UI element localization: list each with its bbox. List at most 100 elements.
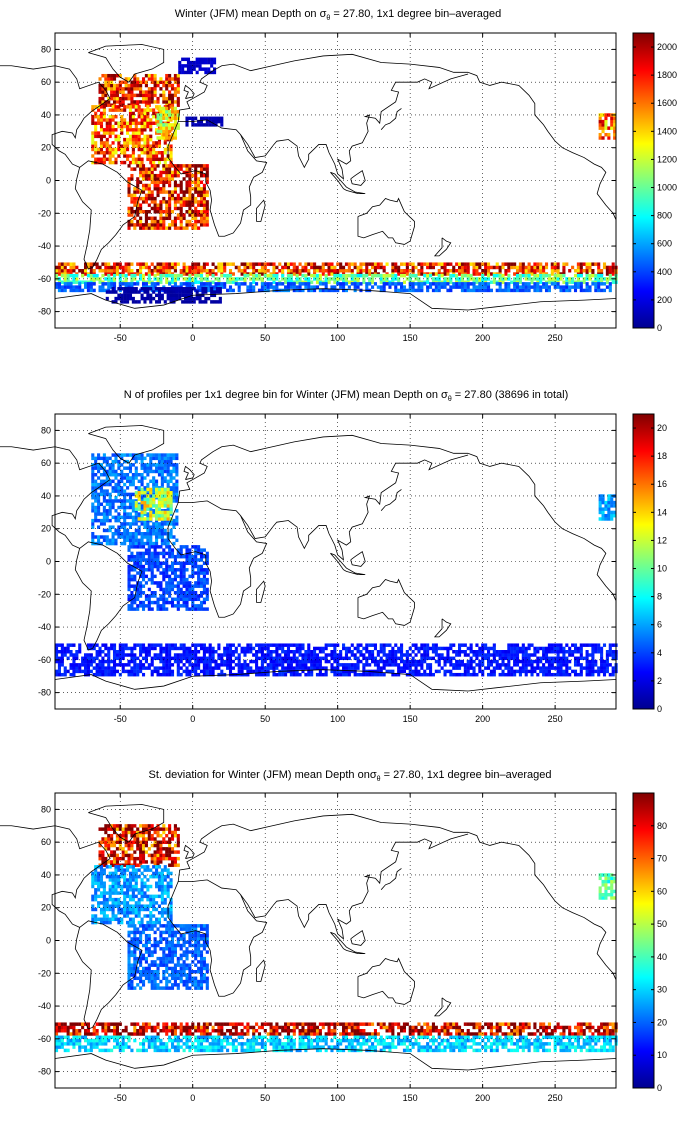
data-bin bbox=[385, 282, 389, 286]
data-bin bbox=[298, 269, 302, 273]
data-bin bbox=[518, 265, 522, 270]
data-bin bbox=[117, 141, 121, 145]
data-bin bbox=[102, 538, 106, 543]
data-bin bbox=[159, 113, 163, 117]
data-bin bbox=[205, 262, 209, 266]
data-bin bbox=[94, 141, 98, 145]
data-bin bbox=[117, 482, 121, 487]
data-bin bbox=[143, 137, 147, 142]
data-bin bbox=[97, 118, 101, 122]
data-bin bbox=[260, 262, 264, 266]
data-bin bbox=[210, 70, 214, 75]
data-bin bbox=[189, 290, 193, 294]
data-bin bbox=[185, 173, 189, 178]
data-bin bbox=[463, 643, 467, 647]
data-bin bbox=[170, 113, 175, 117]
data-bin bbox=[394, 288, 398, 293]
data-bin bbox=[162, 262, 166, 266]
data-bin bbox=[207, 57, 211, 62]
data-bin bbox=[153, 93, 157, 98]
data-bin bbox=[484, 288, 488, 293]
data-bin bbox=[533, 285, 537, 289]
data-bin bbox=[130, 591, 134, 595]
data-bin bbox=[504, 269, 508, 273]
data-bin bbox=[307, 277, 311, 281]
data-bin bbox=[562, 285, 566, 289]
data-bin bbox=[91, 479, 95, 484]
data-bin bbox=[143, 108, 147, 112]
data-bin bbox=[147, 177, 151, 181]
data-bin bbox=[434, 643, 438, 647]
data-bin bbox=[249, 277, 253, 281]
data-bin bbox=[202, 282, 206, 286]
data-bin bbox=[72, 285, 76, 289]
data-bin bbox=[315, 653, 320, 657]
data-bin bbox=[202, 669, 206, 674]
data-bin bbox=[385, 663, 389, 667]
data-bin bbox=[310, 650, 314, 654]
data-bin bbox=[252, 669, 256, 674]
data-bin bbox=[194, 280, 198, 284]
data-bin bbox=[143, 517, 147, 521]
data-bin bbox=[304, 666, 308, 670]
data-bin bbox=[202, 269, 206, 273]
data-bin bbox=[168, 77, 172, 81]
data-bin bbox=[191, 269, 195, 273]
data-bin bbox=[102, 105, 106, 109]
data-bin bbox=[172, 522, 176, 526]
data-bin bbox=[137, 507, 141, 511]
data-bin bbox=[159, 262, 163, 266]
data-bin bbox=[231, 659, 235, 664]
data-bin bbox=[315, 273, 320, 278]
data-bin bbox=[117, 528, 121, 533]
data-bin bbox=[169, 535, 173, 539]
data-bin bbox=[127, 226, 131, 230]
data-bin bbox=[156, 653, 160, 657]
data-bin bbox=[130, 646, 134, 651]
data-bin bbox=[140, 157, 144, 162]
data-bin bbox=[269, 659, 273, 664]
data-bin bbox=[121, 656, 125, 661]
data-bin bbox=[466, 653, 470, 657]
data-bin bbox=[126, 453, 130, 457]
data-bin bbox=[530, 272, 534, 276]
data-bin bbox=[170, 600, 175, 605]
data-bin bbox=[184, 296, 188, 301]
data-bin bbox=[194, 584, 198, 588]
data-bin bbox=[457, 285, 462, 289]
data-bin bbox=[188, 646, 192, 651]
data-bin bbox=[143, 507, 147, 511]
data-bin bbox=[126, 137, 130, 142]
data-bin bbox=[181, 290, 185, 294]
data-bin bbox=[202, 600, 206, 605]
data-bin bbox=[69, 663, 73, 667]
data-bin bbox=[191, 123, 195, 127]
data-bin bbox=[536, 269, 540, 273]
data-bin bbox=[137, 121, 141, 125]
data-bin bbox=[104, 73, 108, 78]
data-bin bbox=[162, 554, 166, 559]
data-bin bbox=[579, 288, 583, 293]
data-bin bbox=[388, 656, 392, 661]
data-bin bbox=[278, 262, 282, 266]
data-bin bbox=[107, 269, 111, 273]
data-bin bbox=[163, 532, 167, 536]
data-bin bbox=[173, 100, 177, 104]
data-bin bbox=[318, 288, 322, 293]
data-bin bbox=[162, 269, 166, 273]
data-bin bbox=[185, 568, 189, 572]
data-bin bbox=[137, 134, 141, 139]
data-bin bbox=[240, 269, 244, 273]
data-bin bbox=[108, 482, 112, 487]
data-bin bbox=[400, 653, 404, 657]
data-bin bbox=[342, 273, 346, 278]
data-bin bbox=[257, 269, 262, 273]
data-bin bbox=[152, 463, 156, 467]
data-bin bbox=[301, 659, 305, 664]
data-bin bbox=[298, 282, 302, 286]
data-bin bbox=[199, 558, 204, 562]
data-bin bbox=[536, 285, 540, 289]
data-bin bbox=[120, 453, 124, 457]
data-bin bbox=[310, 659, 314, 664]
